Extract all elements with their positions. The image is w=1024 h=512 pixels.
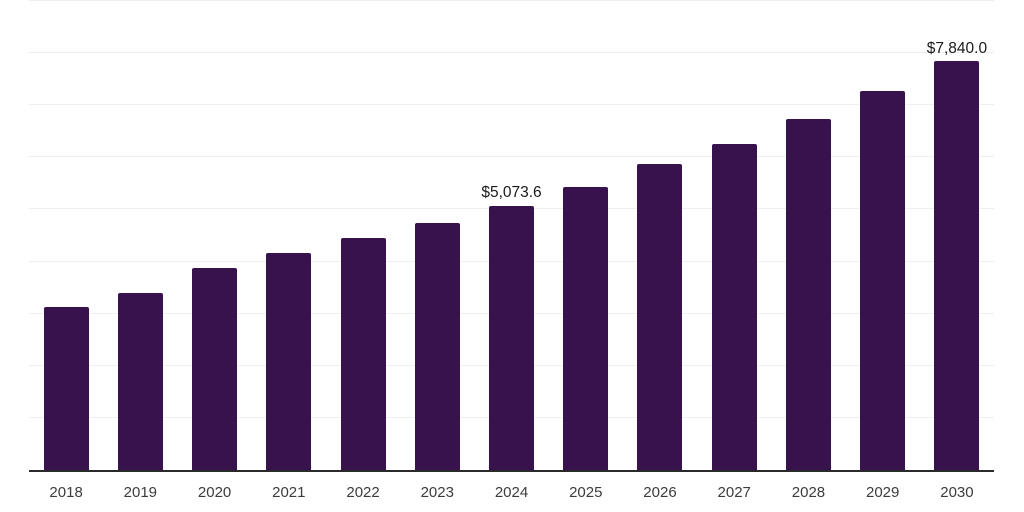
x-axis-line (29, 470, 994, 472)
bar-2030: $7,840.0 (927, 41, 987, 470)
bar-2023 (414, 222, 460, 470)
x-tick-2020: 2020 (197, 484, 232, 501)
bar-band-2027 (697, 1, 771, 470)
gridline-6000 (29, 156, 994, 158)
bar-band-2029 (846, 1, 920, 470)
bars-container: $5,073.6 $7,840.0 (29, 1, 994, 470)
x-tick-2018: 2018 (49, 484, 83, 501)
bar-band-2022 (326, 1, 400, 470)
bar-2021 (266, 252, 312, 470)
gridline-7000 (29, 104, 994, 106)
bar-band-2020 (177, 1, 251, 470)
x-tick-2028: 2028 (791, 484, 826, 501)
bar-band-2025 (549, 1, 623, 470)
bar-band-2024: $5,073.6 (474, 1, 548, 470)
bar-2029 (860, 90, 906, 470)
bar-band-2021 (252, 1, 326, 470)
data-label-2024: $5,073.6 (481, 184, 542, 202)
x-tick-2023: 2023 (420, 484, 454, 501)
x-tick-2024: 2024 (494, 484, 529, 501)
bar-2020 (192, 268, 238, 470)
bar-band-2028 (771, 1, 845, 470)
bar-2024: $5,073.6 (481, 185, 542, 470)
bar-band-2019 (103, 1, 177, 470)
bar-2022 (340, 238, 386, 470)
bar-2028 (785, 119, 831, 470)
x-tick-2027: 2027 (717, 484, 751, 501)
x-tick-2030: 2030 (940, 484, 974, 501)
data-label-2030: $7,840.0 (926, 39, 988, 57)
plot-area: $5,073.6 $7,840.0 (29, 0, 994, 472)
x-tick-2026: 2026 (643, 484, 677, 501)
bar-2026 (637, 164, 683, 470)
x-tick-2029: 2029 (866, 484, 900, 501)
gridline-9000 (29, 0, 994, 1)
bar-band-2030: $7,840.0 (920, 1, 994, 470)
x-axis-labels: 2018 2019 2020 2021 2022 2023 2024 2025 2026 2027… (29, 485, 994, 500)
x-tick-2019: 2019 (123, 484, 158, 501)
bar-2019 (117, 293, 163, 470)
bar-2027 (711, 143, 757, 470)
bar-2025 (563, 187, 609, 470)
x-tick-2021: 2021 (272, 484, 306, 501)
bar-band-2018 (29, 1, 103, 470)
bar-2018 (43, 306, 89, 470)
x-tick-2025: 2025 (569, 484, 603, 501)
bar-band-2026 (623, 1, 697, 470)
gridline-8000 (29, 52, 994, 54)
bar-band-2023 (400, 1, 474, 470)
x-tick-2022: 2022 (346, 484, 380, 501)
